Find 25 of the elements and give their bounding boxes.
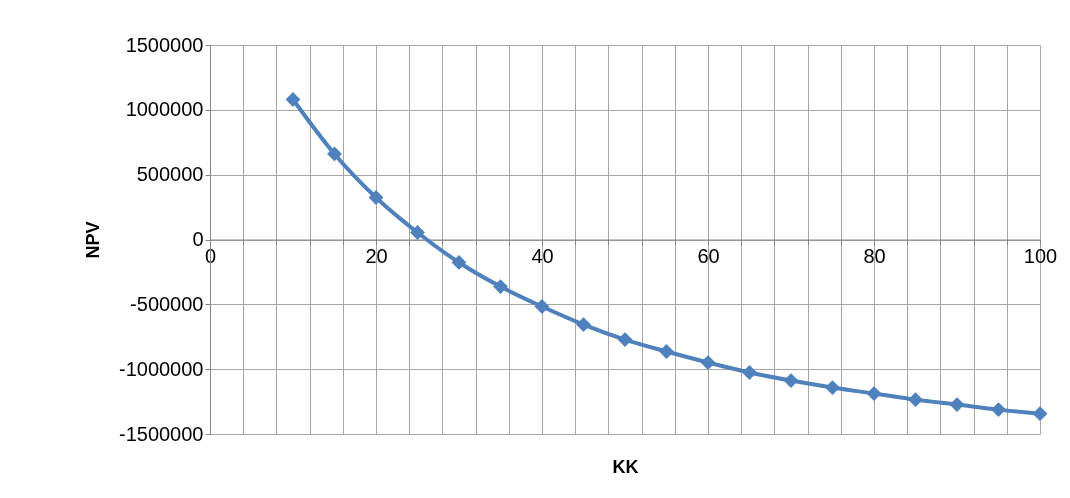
y-tick-label: 0 [192, 228, 204, 250]
y-tick-label: -1000000 [118, 357, 204, 380]
point [991, 402, 1006, 418]
x-axis-title: KK [612, 456, 639, 477]
y-tick-label: 1000000 [125, 98, 204, 121]
point [327, 146, 342, 162]
point [410, 225, 425, 240]
x-tick-label: 20 [365, 245, 388, 267]
y-tick-label: 1500000 [125, 33, 204, 56]
point [659, 344, 674, 359]
x-tick-label: 80 [863, 245, 886, 267]
y-tick-label: -1500000 [118, 422, 204, 445]
y-tick-label: -500000 [130, 292, 204, 315]
y-axis-title: NPV [82, 221, 103, 259]
x-tick-label: 100 [1023, 245, 1058, 267]
point [742, 365, 757, 380]
x-tick-label: 60 [697, 245, 720, 267]
point [617, 332, 633, 348]
point [825, 380, 840, 395]
x-tick-label: 40 [531, 245, 554, 267]
y-tick-label: 500000 [136, 163, 204, 186]
point [1032, 406, 1048, 422]
point [493, 279, 508, 294]
point [908, 392, 923, 408]
point [576, 317, 591, 332]
